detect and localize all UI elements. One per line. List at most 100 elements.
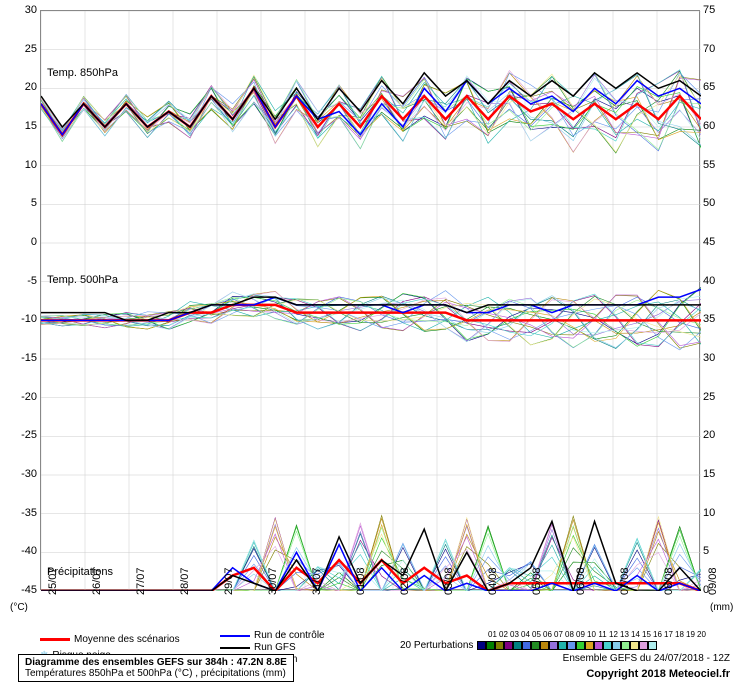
pert-number: 02: [498, 630, 509, 639]
pert-number: 18: [674, 630, 685, 639]
x-tick: 02/08: [397, 567, 411, 595]
pert-swatch: [504, 641, 513, 650]
info-subtitle: Températures 850hPa et 500hPa (°C) , pré…: [25, 668, 287, 679]
y-left-tick: 10: [5, 159, 41, 171]
pert-swatch: [495, 641, 504, 650]
pert-swatch: [540, 641, 549, 650]
x-tick: 30/07: [265, 567, 279, 595]
pert-number: 20: [696, 630, 707, 639]
y-right-tick: 50: [699, 197, 729, 209]
legend-perturbations: 20 Perturbations: [400, 640, 657, 651]
chart-container: 302520151050-5-10-15-20-25-30-35-40-45 7…: [40, 10, 700, 590]
y-right-tick: 10: [699, 507, 729, 519]
pert-swatch: [531, 641, 540, 650]
x-tick: 06/08: [573, 567, 587, 595]
panel2-label: Temp. 500hPa: [47, 274, 118, 286]
y-left-tick: 30: [5, 4, 41, 16]
pert-number: 03: [509, 630, 520, 639]
y-left-tick: 0: [5, 236, 41, 248]
x-tick: 09/08: [705, 567, 719, 595]
pert-number: 10: [586, 630, 597, 639]
mean-label: Moyenne des scénarios: [74, 634, 180, 645]
pert-swatch: [621, 641, 630, 650]
pert-number: 14: [630, 630, 641, 639]
pert-swatch: [612, 641, 621, 650]
pert-numbers-row: 0102030405060708091011121314151617181920: [487, 630, 707, 639]
control-line-swatch: [220, 635, 250, 637]
gfs-label: Run GFS: [254, 642, 296, 653]
pert-swatch: [648, 641, 657, 650]
pert-number: 05: [531, 630, 542, 639]
pert-number: 08: [564, 630, 575, 639]
copyright-text: Copyright 2018 Meteociel.fr: [586, 668, 730, 680]
y-right-tick: 40: [699, 275, 729, 287]
x-tick: 08/08: [661, 567, 675, 595]
pert-number: 01: [487, 630, 498, 639]
pert-number: 15: [641, 630, 652, 639]
pert-number: 16: [652, 630, 663, 639]
y-left-tick: -5: [5, 275, 41, 287]
y-right-tick: 30: [699, 352, 729, 364]
pert-swatch: [576, 641, 585, 650]
x-tick: 29/07: [221, 567, 235, 595]
y-left-tick: -40: [5, 545, 41, 557]
panel3-label: Précipitations: [47, 566, 113, 578]
pert-swatch: [558, 641, 567, 650]
y-left-tick: -45: [5, 584, 41, 596]
y-left-tick: -10: [5, 313, 41, 325]
y-left-tick: -20: [5, 391, 41, 403]
y-right-tick: 35: [699, 313, 729, 325]
pert-label: 20 Perturbations: [400, 640, 473, 651]
x-tick: 27/07: [133, 567, 147, 595]
y-right-tick: 25: [699, 391, 729, 403]
legend-mean: Moyenne des scénarios: [40, 634, 180, 645]
pert-swatch: [630, 641, 639, 650]
x-tick: 03/08: [441, 567, 455, 595]
y-right-tick: 20: [699, 429, 729, 441]
x-tick: 04/08: [485, 567, 499, 595]
y-right-tick: 15: [699, 468, 729, 480]
y-right-tick: 70: [699, 43, 729, 55]
pert-number: 04: [520, 630, 531, 639]
info-box: Diagramme des ensembles GEFS sur 384h : …: [18, 654, 294, 682]
pert-number: 09: [575, 630, 586, 639]
x-tick: 01/08: [353, 567, 367, 595]
pert-swatch: [567, 641, 576, 650]
y-right-tick: 5: [699, 545, 729, 557]
x-tick: 05/08: [529, 567, 543, 595]
pert-number: 13: [619, 630, 630, 639]
pert-swatch: [549, 641, 558, 650]
pert-swatch: [603, 641, 612, 650]
y-right-tick: 60: [699, 120, 729, 132]
pert-number: 19: [685, 630, 696, 639]
x-tick: 07/08: [617, 567, 631, 595]
gfs-line-swatch: [220, 647, 250, 649]
left-axis-unit: (°C): [10, 602, 28, 613]
y-left-tick: -15: [5, 352, 41, 364]
ensemble-info: Ensemble GEFS du 24/07/2018 - 12Z: [563, 653, 730, 664]
pert-number: 17: [663, 630, 674, 639]
y-right-tick: 75: [699, 4, 729, 16]
mean-line-swatch: [40, 638, 70, 641]
info-title: Diagramme des ensembles GEFS sur 384h : …: [25, 657, 287, 668]
chart-svg: [41, 11, 701, 591]
panel1-label: Temp. 850hPa: [47, 67, 118, 79]
pert-swatch: [486, 641, 495, 650]
x-tick: 28/07: [177, 567, 191, 595]
y-right-tick: 55: [699, 159, 729, 171]
right-axis-unit: (mm): [710, 602, 733, 613]
pert-swatch: [594, 641, 603, 650]
pert-boxes-container: [477, 641, 657, 650]
pert-number: 06: [542, 630, 553, 639]
control-label: Run de contrôle: [254, 630, 325, 641]
pert-number: 07: [553, 630, 564, 639]
y-right-tick: 45: [699, 236, 729, 248]
pert-swatch: [585, 641, 594, 650]
pert-swatch: [477, 641, 486, 650]
x-tick: 31/07: [309, 567, 323, 595]
pert-number: 11: [597, 630, 608, 639]
pert-swatch: [522, 641, 531, 650]
y-left-tick: 25: [5, 43, 41, 55]
y-left-tick: 5: [5, 197, 41, 209]
pert-swatch: [639, 641, 648, 650]
